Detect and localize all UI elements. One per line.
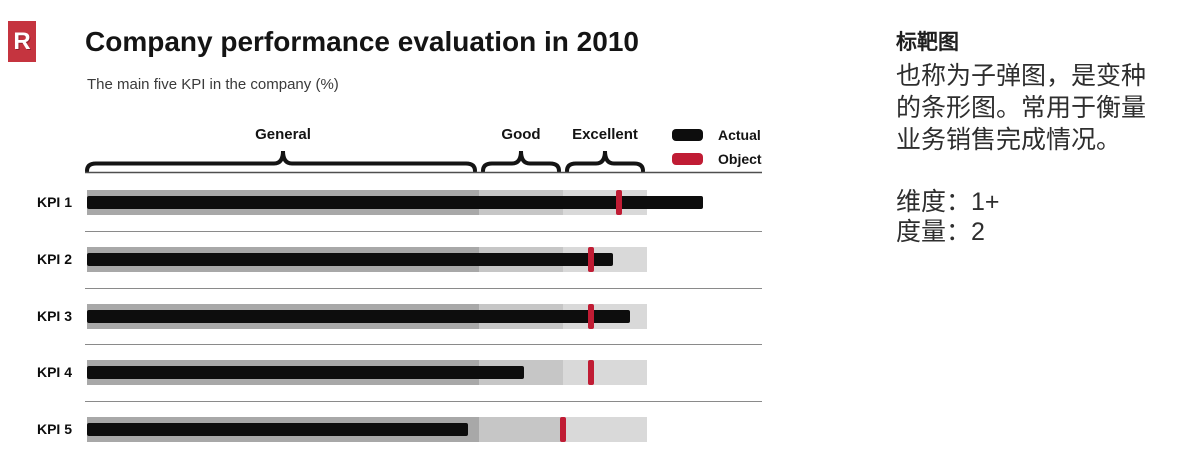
legend-swatch-actual xyxy=(672,129,703,141)
logo: R xyxy=(8,21,36,62)
side-panel-text-line: 业务销售完成情况。 xyxy=(896,126,1122,154)
zone-label-general: General xyxy=(255,126,311,143)
actual-bar xyxy=(87,366,524,380)
zone-bracket-general xyxy=(85,150,477,173)
legend-label: Actual xyxy=(718,127,761,143)
zone-label-good: Good xyxy=(501,126,541,143)
kpi-row-label: KPI 3 xyxy=(36,307,72,324)
object-marker xyxy=(616,190,622,215)
track-segment-excellent xyxy=(563,360,647,386)
legend-swatch-object xyxy=(672,153,703,165)
object-marker xyxy=(588,360,594,386)
row-separator xyxy=(85,344,762,346)
track-segment-good xyxy=(479,417,563,442)
row-separator xyxy=(85,401,762,403)
actual-bar xyxy=(87,196,703,209)
object-marker xyxy=(560,417,566,442)
chart-subtitle: The main five KPI in the company (%) xyxy=(87,76,339,93)
kpi-row-label: KPI 2 xyxy=(36,250,72,267)
zone-bracket-good xyxy=(481,150,561,173)
object-marker xyxy=(588,303,594,329)
actual-bar xyxy=(87,252,614,266)
side-panel-measure-line: 度量：2 xyxy=(896,218,985,246)
actual-bar xyxy=(87,423,468,436)
legend-item-actual: Actual xyxy=(672,127,761,143)
row-separator xyxy=(85,287,762,289)
legend-item-object: Object xyxy=(672,151,762,167)
chart-title: Company performance evaluation in 2010 xyxy=(85,26,639,57)
kpi-row-label: KPI 5 xyxy=(36,421,72,437)
row-separator xyxy=(85,230,762,232)
zone-brackets-and-axis xyxy=(85,150,762,174)
object-marker xyxy=(588,246,594,272)
kpi-row-label: KPI 4 xyxy=(36,364,72,381)
side-panel-heading: 标靶图 xyxy=(896,31,959,54)
kpi-row-label: KPI 1 xyxy=(36,194,72,210)
side-panel-text-line: 的条形图。常用于衡量 xyxy=(896,94,1147,122)
actual-bar xyxy=(87,309,631,323)
legend-label: Object xyxy=(718,151,762,167)
zone-bracket-excellent xyxy=(565,150,645,173)
side-panel-dimension-line: 维度：1+ xyxy=(896,188,1000,216)
track-segment-excellent xyxy=(563,417,647,442)
zone-label-excellent: Excellent xyxy=(572,126,638,143)
side-panel-text-line: 也称为子弹图，是变种 xyxy=(896,62,1147,90)
